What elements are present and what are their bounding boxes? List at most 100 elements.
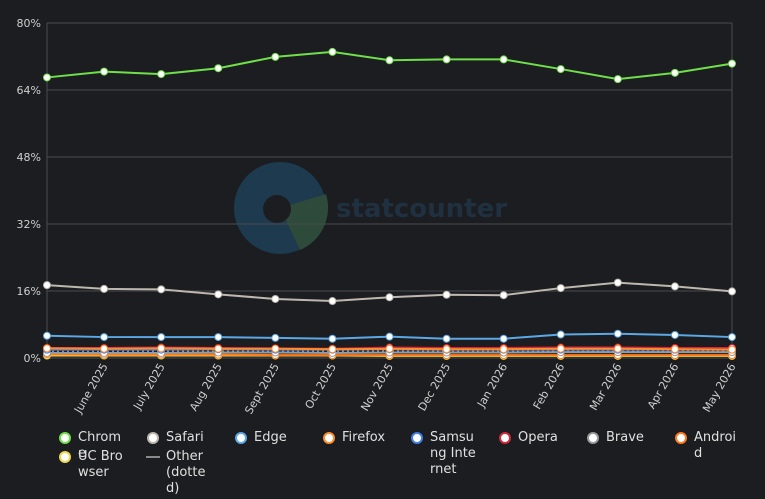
data-point[interactable] <box>499 334 508 343</box>
data-point[interactable] <box>385 293 394 302</box>
legend-marker <box>234 431 248 445</box>
data-point[interactable] <box>100 67 109 76</box>
x-tick-label: Aug 2025 <box>187 361 225 413</box>
data-point[interactable] <box>442 290 451 299</box>
legend-label: Firefox <box>342 430 386 445</box>
data-point[interactable] <box>499 291 508 300</box>
data-point[interactable] <box>271 333 280 342</box>
data-point[interactable] <box>442 55 451 64</box>
series-chrome <box>43 47 736 84</box>
x-tick-label: Mar 2026 <box>587 361 624 413</box>
data-point[interactable] <box>670 345 679 354</box>
y-axis: 0% 16% 32% 48% 64% 80% <box>17 17 41 365</box>
legend-label: Brave <box>606 430 644 445</box>
data-point[interactable] <box>556 330 565 339</box>
data-point[interactable] <box>157 285 166 294</box>
legend-marker <box>146 450 160 464</box>
legend-marker <box>58 450 72 464</box>
series-group <box>43 47 736 360</box>
x-axis: June 2025 July 2025 Aug 2025 Sept 2025 Oct 2… <box>71 361 738 416</box>
data-point[interactable] <box>442 345 451 354</box>
data-point[interactable] <box>499 55 508 64</box>
data-point[interactable] <box>728 287 736 296</box>
x-tick-label: Jan 2026 <box>474 361 510 410</box>
watermark-logo: statcounter <box>234 162 507 254</box>
legend-label: Edge <box>254 430 287 445</box>
x-tick-label: Nov 2025 <box>358 361 396 413</box>
legend-label: Samsung Internet <box>430 430 476 477</box>
data-point[interactable] <box>328 47 337 56</box>
x-tick-label: Feb 2026 <box>531 361 568 412</box>
data-point[interactable] <box>100 333 109 342</box>
x-tick-label: Apr 2026 <box>645 361 682 411</box>
legend-item-uc-browser[interactable]: UC Browser <box>58 449 142 481</box>
data-point[interactable] <box>271 294 280 303</box>
legend-item-safari[interactable]: Safari <box>146 430 230 446</box>
legend-marker <box>146 431 160 445</box>
line-chart: statcounter 0%16%32%48%64%80% June 2025 J… <box>17 17 739 416</box>
data-point[interactable] <box>442 334 451 343</box>
data-point[interactable] <box>613 344 622 353</box>
data-point[interactable] <box>271 344 280 353</box>
series-line <box>46 50 733 81</box>
data-point[interactable] <box>670 68 679 77</box>
data-point[interactable] <box>43 73 51 82</box>
y-tick-label: 80% <box>17 17 41 30</box>
legend-item-android[interactable]: Android <box>674 430 758 462</box>
data-point[interactable] <box>43 344 51 353</box>
data-point[interactable] <box>271 52 280 61</box>
y-tick-label: 0% <box>24 352 41 365</box>
x-tick-label: June 2025 <box>71 361 110 416</box>
data-point[interactable] <box>728 333 736 342</box>
data-point[interactable] <box>157 70 166 79</box>
data-point[interactable] <box>728 59 736 68</box>
data-point[interactable] <box>328 345 337 354</box>
data-point[interactable] <box>100 344 109 353</box>
data-point[interactable] <box>43 281 51 290</box>
data-point[interactable] <box>214 290 223 299</box>
legend-label: Opera <box>518 430 558 445</box>
legend: Chrome Safari Edge Firefox Samsung Internet O… <box>58 430 758 496</box>
series-edge <box>43 329 736 343</box>
legend-marker <box>498 431 512 445</box>
legend-marker <box>586 431 600 445</box>
legend-item-brave[interactable]: Brave <box>586 430 670 446</box>
data-point[interactable] <box>214 64 223 73</box>
data-point[interactable] <box>157 344 166 353</box>
data-point[interactable] <box>556 284 565 293</box>
legend-item-edge[interactable]: Edge <box>234 430 318 446</box>
data-point[interactable] <box>385 332 394 341</box>
legend-item-samsung-internet[interactable]: Samsung Internet <box>410 430 494 478</box>
data-point[interactable] <box>556 65 565 74</box>
data-point[interactable] <box>670 282 679 291</box>
data-point[interactable] <box>43 331 51 340</box>
legend-marker <box>58 431 72 445</box>
y-tick-label: 16% <box>17 285 41 298</box>
data-point[interactable] <box>728 345 736 354</box>
data-point[interactable] <box>385 56 394 65</box>
data-point[interactable] <box>385 344 394 353</box>
data-point[interactable] <box>670 330 679 339</box>
data-point[interactable] <box>613 329 622 338</box>
y-tick-label: 32% <box>17 218 41 231</box>
legend-item-firefox[interactable]: Firefox <box>322 430 406 446</box>
legend-marker <box>410 431 424 445</box>
data-point[interactable] <box>157 333 166 342</box>
data-point[interactable] <box>214 333 223 342</box>
data-point[interactable] <box>328 334 337 343</box>
data-point[interactable] <box>613 278 622 287</box>
data-point[interactable] <box>100 284 109 293</box>
legend-item-other-dotted-[interactable]: Other (dotted) <box>146 449 230 497</box>
legend-item-chrome[interactable]: Chrome <box>58 430 142 462</box>
data-point[interactable] <box>499 345 508 354</box>
data-point[interactable] <box>556 344 565 353</box>
series-firefox <box>43 344 736 354</box>
x-tick-label: Sept 2025 <box>242 361 282 416</box>
x-tick-label: Dec 2025 <box>416 361 454 413</box>
data-point[interactable] <box>214 344 223 353</box>
data-point[interactable] <box>328 297 337 306</box>
data-point[interactable] <box>613 75 622 84</box>
legend-label: Android <box>694 430 737 461</box>
legend-label: UC Browser <box>78 449 123 480</box>
legend-item-opera[interactable]: Opera <box>498 430 582 446</box>
